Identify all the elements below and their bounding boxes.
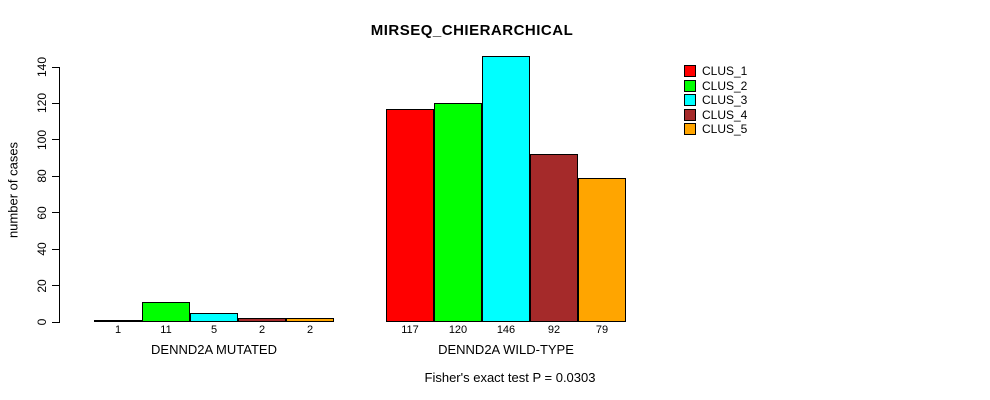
legend-item-clus_3: CLUS_3: [684, 93, 747, 108]
bar-value-label: 92: [547, 324, 561, 336]
bar-clus_1-mutated: [94, 320, 142, 322]
bar-value-label: 2: [306, 324, 314, 336]
y-axis-tick: [52, 212, 60, 214]
bar-clus_3-wildtype: [482, 56, 530, 322]
legend: CLUS_1 CLUS_2 CLUS_3 CLUS_4 CLUS_5: [684, 64, 747, 137]
group-label: DENND2A MUTATED: [151, 342, 277, 357]
y-axis-label: number of cases: [5, 141, 21, 239]
y-axis-tick: [52, 102, 60, 104]
chart-title: MIRSEQ_CHIERARCHICAL: [370, 22, 574, 39]
bar-clus_5-wildtype: [578, 178, 626, 322]
legend-item-clus_1: CLUS_1: [684, 64, 747, 79]
legend-item-clus_5: CLUS_5: [684, 122, 747, 137]
y-axis-line: [59, 67, 60, 323]
bar-value-label: 2: [258, 324, 266, 336]
bar-clus_4-wildtype: [530, 154, 578, 322]
y-axis-tick: [52, 175, 60, 177]
bar-value-label: 11: [160, 324, 172, 336]
y-axis-tick: [52, 285, 60, 287]
bar-clus_5-mutated: [286, 318, 334, 322]
y-axis-tick: [52, 248, 60, 250]
bar-clus_2-wildtype: [434, 103, 482, 322]
y-tick-label: 40: [35, 242, 49, 256]
fisher-test-note: Fisher's exact test P = 0.0303: [424, 370, 596, 385]
group-label: DENND2A WILD-TYPE: [438, 342, 574, 357]
y-axis-tick: [52, 321, 60, 323]
legend-item-clus_2: CLUS_2: [684, 79, 747, 94]
bar-value-label: 146: [496, 324, 516, 336]
legend-label: CLUS_4: [702, 107, 748, 122]
bar-clus_1-wildtype: [386, 108, 434, 322]
bar-value-label: 120: [448, 324, 468, 336]
bar-value-label: 1: [114, 324, 122, 336]
y-tick-label: 140: [35, 56, 49, 78]
y-tick-label: 0: [35, 318, 49, 326]
legend-swatch-icon: [684, 94, 696, 107]
y-axis-tick: [52, 139, 60, 141]
legend-swatch-icon: [684, 108, 696, 121]
y-tick-label: 20: [35, 278, 49, 293]
bar-clus_3-mutated: [190, 312, 238, 322]
legend-swatch-icon: [684, 79, 696, 92]
bar-value-label: 117: [401, 324, 419, 336]
bar-clus_2-mutated: [142, 301, 190, 322]
y-tick-label: 80: [35, 169, 49, 183]
y-tick-label: 100: [35, 129, 49, 150]
legend-label: CLUS_5: [702, 122, 748, 136]
legend-label: CLUS_3: [702, 93, 748, 107]
bar-clus_4-mutated: [238, 318, 286, 322]
legend-item-clus_4: CLUS_4: [684, 108, 747, 123]
y-tick-label: 60: [35, 206, 49, 220]
bar-value-label: 79: [595, 324, 609, 336]
legend-swatch-icon: [684, 123, 696, 136]
legend-label: CLUS_1: [702, 64, 748, 78]
y-axis-tick: [52, 66, 60, 68]
legend-label: CLUS_2: [702, 78, 748, 93]
y-tick-label: 120: [35, 93, 49, 114]
legend-swatch-icon: [684, 65, 696, 78]
bar-value-label: 5: [210, 324, 218, 336]
